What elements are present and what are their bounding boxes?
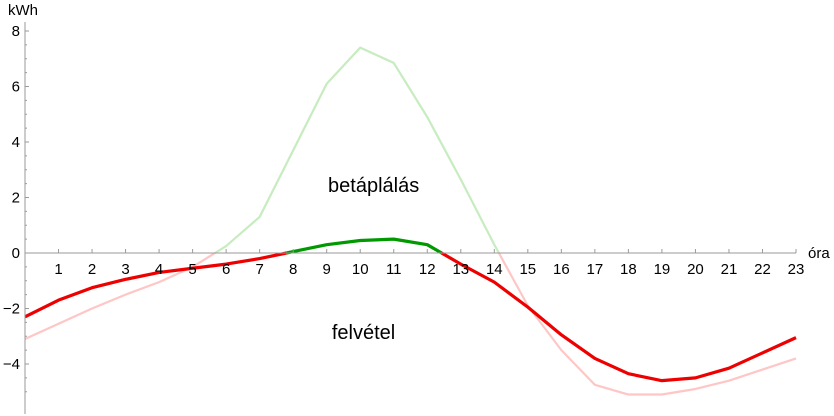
series-2-negative-line — [24, 251, 797, 383]
annotation-felvetel: felvétel — [332, 322, 395, 344]
series-1-negative-line — [24, 252, 797, 396]
x-tick-label: 20 — [687, 261, 704, 278]
y-tick-label: 2 — [12, 190, 20, 207]
annotation-layer: betáplálás felvétel — [328, 175, 419, 344]
y-tick-label: −4 — [3, 356, 20, 373]
x-tick-label: 23 — [788, 261, 805, 278]
y-tick-label: −2 — [3, 301, 20, 318]
x-tick-label: 10 — [352, 261, 369, 278]
x-tick-label: 9 — [323, 261, 331, 278]
x-axis-label: óra — [808, 245, 830, 262]
y-tick-label: 0 — [12, 245, 20, 262]
x-tick-label: 22 — [754, 261, 771, 278]
x-tick-label: 17 — [587, 261, 604, 278]
x-tick-label: 21 — [721, 261, 738, 278]
x-tick-label: 14 — [486, 261, 503, 278]
x-tick-label: 18 — [620, 261, 637, 278]
x-tick-label: 12 — [419, 261, 436, 278]
y-axis-label: kWh — [8, 2, 38, 19]
series-2-positive-line — [286, 237, 443, 255]
y-tick-label: 6 — [12, 79, 20, 96]
annotation-betaplalas: betáplálás — [328, 175, 419, 197]
x-tick-label: 13 — [452, 261, 469, 278]
x-tick-label: 7 — [255, 261, 263, 278]
x-tick-label: 5 — [188, 261, 196, 278]
y-tick-label: 8 — [12, 23, 20, 40]
x-tick-label: 2 — [88, 261, 96, 278]
series-1-positive-line — [214, 46, 500, 254]
x-tick-label: 3 — [121, 261, 129, 278]
x-tick-label: 6 — [222, 261, 230, 278]
x-tick-label: 11 — [386, 261, 402, 278]
ticks-layer: 1 2 3 4 5 6 7 8 9 10 11 12 13 14 15 16 17 18 19 20 21 22 23−4−… — [3, 23, 805, 393]
x-tick-label: 4 — [155, 261, 163, 278]
axes-layer — [24, 22, 796, 414]
x-tick-label: 1 — [54, 261, 62, 278]
x-tick-label: 15 — [519, 261, 536, 278]
x-tick-label: 16 — [553, 261, 570, 278]
x-tick-label: 19 — [654, 261, 671, 278]
y-tick-label: 4 — [12, 134, 20, 151]
series-layer — [24, 46, 797, 396]
x-tick-label: 8 — [289, 261, 297, 278]
